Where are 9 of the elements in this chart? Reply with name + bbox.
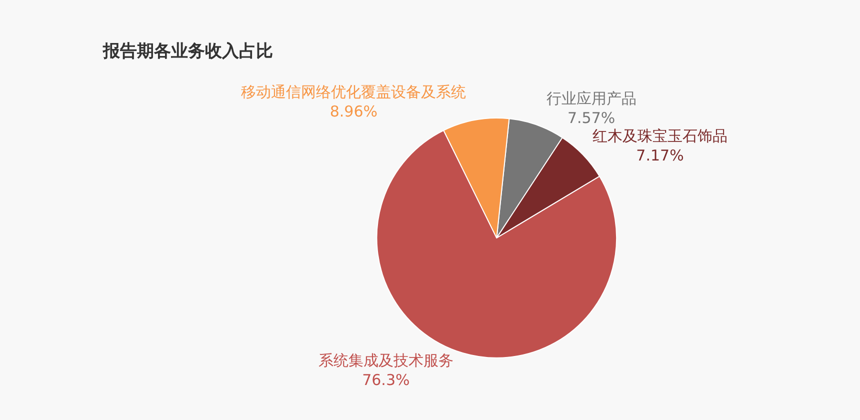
- data-label: 76.3%: [362, 370, 410, 389]
- slice-label: 红木及珠宝玉石饰品: [592, 127, 728, 146]
- slice-label: 行业应用产品: [546, 90, 636, 108]
- data-label: 7.17%: [636, 146, 684, 165]
- chart-title: 报告期各业务收入占比: [102, 41, 274, 62]
- data-label: 8.96%: [330, 102, 378, 120]
- slice-label: 移动通信网络优化覆盖设备及系统: [241, 82, 466, 101]
- slice-label: 系统集成及技术服务: [318, 351, 454, 370]
- data-label: 7.57%: [567, 109, 616, 128]
